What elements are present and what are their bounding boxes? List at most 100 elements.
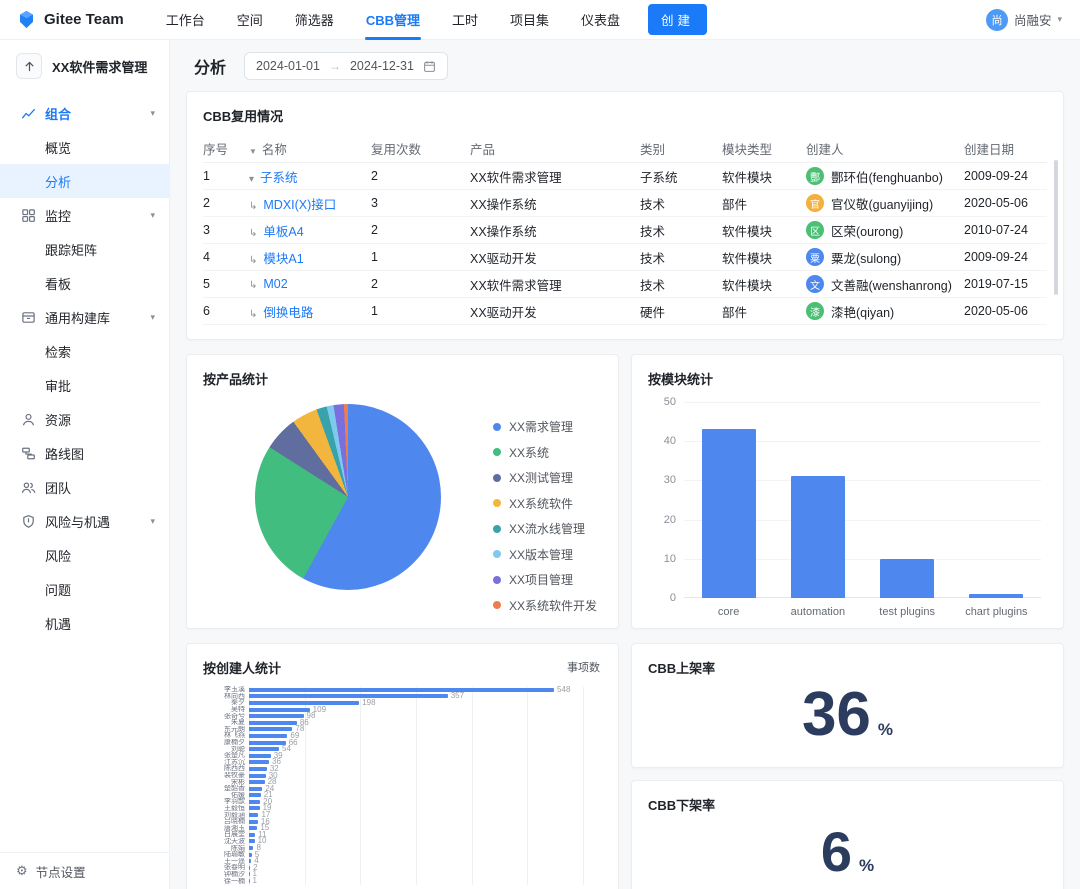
legend-label: XX项目管理	[509, 573, 574, 587]
sidebar-item[interactable]: 团队	[0, 470, 169, 504]
nav-item[interactable]: 工作台	[165, 13, 205, 28]
user-menu[interactable]: 尚 尚融安 ▾	[985, 8, 1062, 31]
sidebar-item[interactable]: 风险与机遇 ▾	[0, 504, 169, 538]
sidebar-subitem[interactable]: 跟踪矩阵	[45, 242, 98, 258]
item-link[interactable]: 子系统	[260, 170, 298, 185]
chart-line-icon	[20, 105, 36, 121]
product-stats-card: 按产品统计 XX需求管理 XX系统 XX测试管理 XX系统软件 XX流水线管理 XX版本管…	[186, 354, 619, 629]
chevron-down-icon[interactable]: ▾	[150, 107, 155, 118]
bar-value: 8	[256, 843, 261, 853]
sidebar-item[interactable]: 通用构建库 ▾	[0, 300, 169, 334]
nav-item[interactable]: 工时	[451, 13, 478, 28]
cell-creator: 酆酆环伯(fenghuanbo)	[806, 167, 964, 186]
creator-label: 吕晓楠	[224, 818, 245, 826]
table-row: 3 ↳ 单板A4 2 XX操作系统 技术 软件模块区区荣(ourong) 2010-07-24	[203, 217, 1047, 244]
cell-index: 2	[203, 196, 210, 210]
legend-item[interactable]: XX需求管理	[493, 418, 597, 435]
sort-caret-icon[interactable]: ▼	[249, 147, 257, 156]
sidebar-subitem[interactable]: 审批	[45, 378, 72, 394]
creator-stats-title: 按创建人统计	[203, 660, 282, 676]
chevron-down-icon[interactable]: ▾	[150, 515, 155, 526]
legend-label: XX版本管理	[509, 547, 574, 562]
y-axis-tick: 0	[669, 592, 676, 604]
legend-dot	[493, 499, 501, 507]
item-link[interactable]: MDXI(X)接口	[263, 197, 337, 212]
sidebar-subitem[interactable]: 概览	[45, 140, 72, 156]
legend-item[interactable]: XX流水线管理	[493, 520, 597, 537]
sidebar-item[interactable]: 组合 ▾	[0, 96, 169, 130]
hbar-row: 林向西 357	[203, 692, 602, 700]
sidebar-subitem[interactable]: 检索	[45, 344, 72, 360]
back-up-button[interactable]	[16, 53, 42, 79]
column-header[interactable]: ▼ 名称	[249, 143, 287, 157]
sidebar-subitem[interactable]: 看板	[45, 276, 72, 292]
sidebar-subitem[interactable]: 风险	[45, 548, 72, 564]
item-link[interactable]: 模块A1	[263, 251, 304, 266]
legend-item[interactable]: XX系统软件开发	[493, 597, 597, 614]
cbb-delisting-rate-value: 6 %	[820, 819, 875, 883]
nav-item[interactable]: 筛选器	[294, 13, 334, 28]
column-header: 类别	[640, 143, 666, 157]
arrow-up-icon	[24, 61, 34, 71]
legend-item[interactable]: XX项目管理	[493, 571, 597, 588]
sidebar-item[interactable]: 路线图	[0, 436, 169, 470]
sidebar-subitem[interactable]: 机遇	[45, 616, 72, 632]
cell-reuse-count: 2	[371, 223, 378, 237]
date-range-picker[interactable]: 2024-01-01 → 2024-12-31	[244, 52, 448, 80]
sidebar-item[interactable]: 监控 ▾	[0, 198, 169, 232]
hbar-row: 宋彬 28	[203, 778, 602, 786]
cell-name: ↳ MDXI(X)接口	[249, 194, 371, 213]
user-avatar: 尚	[985, 8, 1008, 31]
item-link[interactable]: M02	[263, 277, 288, 291]
creator-label: 王一遥	[224, 857, 245, 865]
child-arrow-icon: ↳	[249, 227, 258, 239]
brand-logo[interactable]: Gitee Team	[16, 9, 124, 30]
nav-item[interactable]: 仪表盘	[581, 13, 621, 28]
nav-item[interactable]: 项目集	[510, 13, 550, 28]
bar	[249, 727, 293, 732]
table-scrollbar[interactable]	[1054, 160, 1058, 295]
legend-item[interactable]: XX测试管理	[493, 469, 597, 486]
bar	[701, 429, 756, 598]
expand-caret-icon[interactable]: ▾	[249, 173, 255, 185]
bar	[249, 832, 256, 837]
item-link[interactable]: 倒换电路	[263, 305, 314, 320]
cell-name: ↳ 单板A4	[249, 221, 371, 240]
hbar-row: 王一遥 4	[203, 857, 602, 865]
chevron-down-icon[interactable]: ▾	[150, 311, 155, 322]
bar	[249, 872, 250, 877]
legend-item[interactable]: XX系统	[493, 444, 597, 461]
creator-label: 李玉溪	[224, 686, 245, 694]
create-button[interactable]: 创建	[648, 4, 708, 35]
sidebar-subitem[interactable]: 问题	[45, 582, 72, 598]
legend-item[interactable]: XX系统软件	[493, 495, 597, 512]
cell-module-type: 软件模块	[722, 224, 773, 239]
creator-legend-item[interactable]: 事项数	[567, 661, 600, 674]
main-content: 分析 2024-01-01 → 2024-12-31 CBB复用情况 序号 ▼ 名称…	[170, 40, 1080, 889]
legend-dot	[493, 524, 501, 533]
chevron-down-icon: ▾	[1057, 14, 1062, 24]
sidebar-item[interactable]: 资源	[0, 402, 169, 436]
sidebar-item-node-settings[interactable]: ⚙ 节点设置	[0, 852, 169, 889]
bar	[249, 753, 271, 758]
nav-item[interactable]: 空间	[236, 13, 263, 28]
cell-index: 5	[203, 277, 210, 291]
bar	[249, 700, 360, 705]
user-name: 尚融安	[1013, 14, 1052, 28]
sidebar: XX软件需求管理 组合 ▾ 概览 分析 监控 ▾ 跟踪矩阵 看板 通用构建库 ▾ 检索 审批 资源 路线图…	[0, 40, 170, 889]
bar	[249, 846, 254, 851]
sidebar-subitem[interactable]: 分析	[0, 164, 169, 198]
bar	[969, 594, 1024, 598]
hbar-row: 李羽歆 20	[203, 797, 602, 805]
hbar-row: 裴牧豪 30	[203, 771, 602, 779]
cell-created-date: 2019-07-15	[964, 277, 1028, 291]
bar-value: 15	[260, 823, 270, 833]
chevron-down-icon[interactable]: ▾	[150, 209, 155, 220]
node-settings-label: 节点设置	[35, 865, 86, 880]
legend-item[interactable]: XX版本管理	[493, 546, 597, 563]
bar	[249, 714, 304, 719]
nav-item[interactable]: CBB管理	[350, 0, 436, 40]
item-link[interactable]: 单板A4	[263, 224, 304, 239]
gitee-gem-icon	[16, 9, 37, 30]
cell-product: XX驱动开发	[470, 305, 537, 320]
